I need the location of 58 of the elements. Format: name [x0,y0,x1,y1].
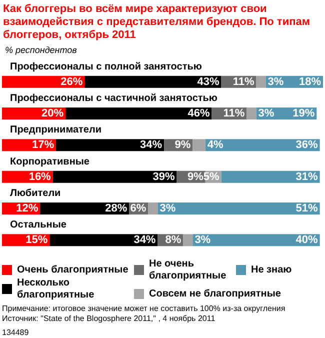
data-label: 36% [296,139,318,152]
chart-title: Как блоггеры во всём мире характеризуют свои взаимодействия с представителями брендов. По типам блоггеров, октябрь 2011 [3,3,311,42]
legend-label: Очень благоприятные [17,264,129,276]
y-tick-label: Остальные [10,220,67,231]
bar [52,170,177,183]
legend-label: Совсем не благоприятные [149,288,282,300]
data-label: 34% [140,139,162,152]
data-label: 28% [105,202,128,214]
bar [158,202,320,214]
data-label: 12% [16,202,38,214]
bar [56,139,164,152]
data-label: 43% [197,76,220,88]
y-tick-label: Любители [10,188,61,199]
legend-label: Не знаю [251,264,292,276]
data-label: 46% [188,108,210,120]
legend-label: Не очень благоприятные [149,258,227,282]
data-label: 40% [296,234,318,246]
data-label: 3% [258,108,274,120]
data-label: 19% [292,108,315,120]
data-label: 4% [207,139,224,152]
text: 134489 [2,328,30,338]
data-label: 3% [268,76,284,88]
chart-subtitle: % респондентов [5,45,77,55]
legend-label: Несколько благоприятные [17,278,95,300]
bar [84,76,222,88]
bar [183,234,193,246]
data-label: 15% [26,234,48,246]
data-label: 16% [28,170,52,183]
y-tick-label: Профессионалы с полной занятостью [10,61,202,72]
y-tick-label: Корпоративные [10,156,90,168]
data-label: 11% [223,108,245,120]
data-label: 6% [130,202,146,214]
text: Примечание: итоговое значение может не составить 100% из-за округления [2,304,286,314]
data-label: 34% [134,234,156,246]
bar [66,108,212,120]
data-label: 9% [174,139,191,152]
y-tick-label: Предприниматели [10,124,102,136]
data-label: 9% [188,170,204,183]
data-label: 3% [194,234,211,246]
data-label: 20% [42,108,64,120]
bar [192,139,206,152]
data-label: 3% [160,202,176,214]
data-label: 18% [298,76,322,88]
bar [148,202,158,214]
bar [246,108,256,120]
data-label: 5% [203,170,220,183]
data-label: 17% [32,139,54,152]
data-label: 26% [60,76,83,88]
bar [50,234,158,246]
bar [221,170,320,183]
data-label: 8% [165,234,182,246]
data-label: 31% [296,170,318,183]
data-label: 51% [296,202,318,214]
data-label: 39% [152,170,176,183]
y-tick-label: Профессионалы с частичной занятостью [10,93,218,104]
data-label: 11% [232,76,254,88]
bar [256,76,266,88]
text: Источник: "State of the Blogosphere 2011," , 4 ноябрь 2011 [2,314,216,324]
